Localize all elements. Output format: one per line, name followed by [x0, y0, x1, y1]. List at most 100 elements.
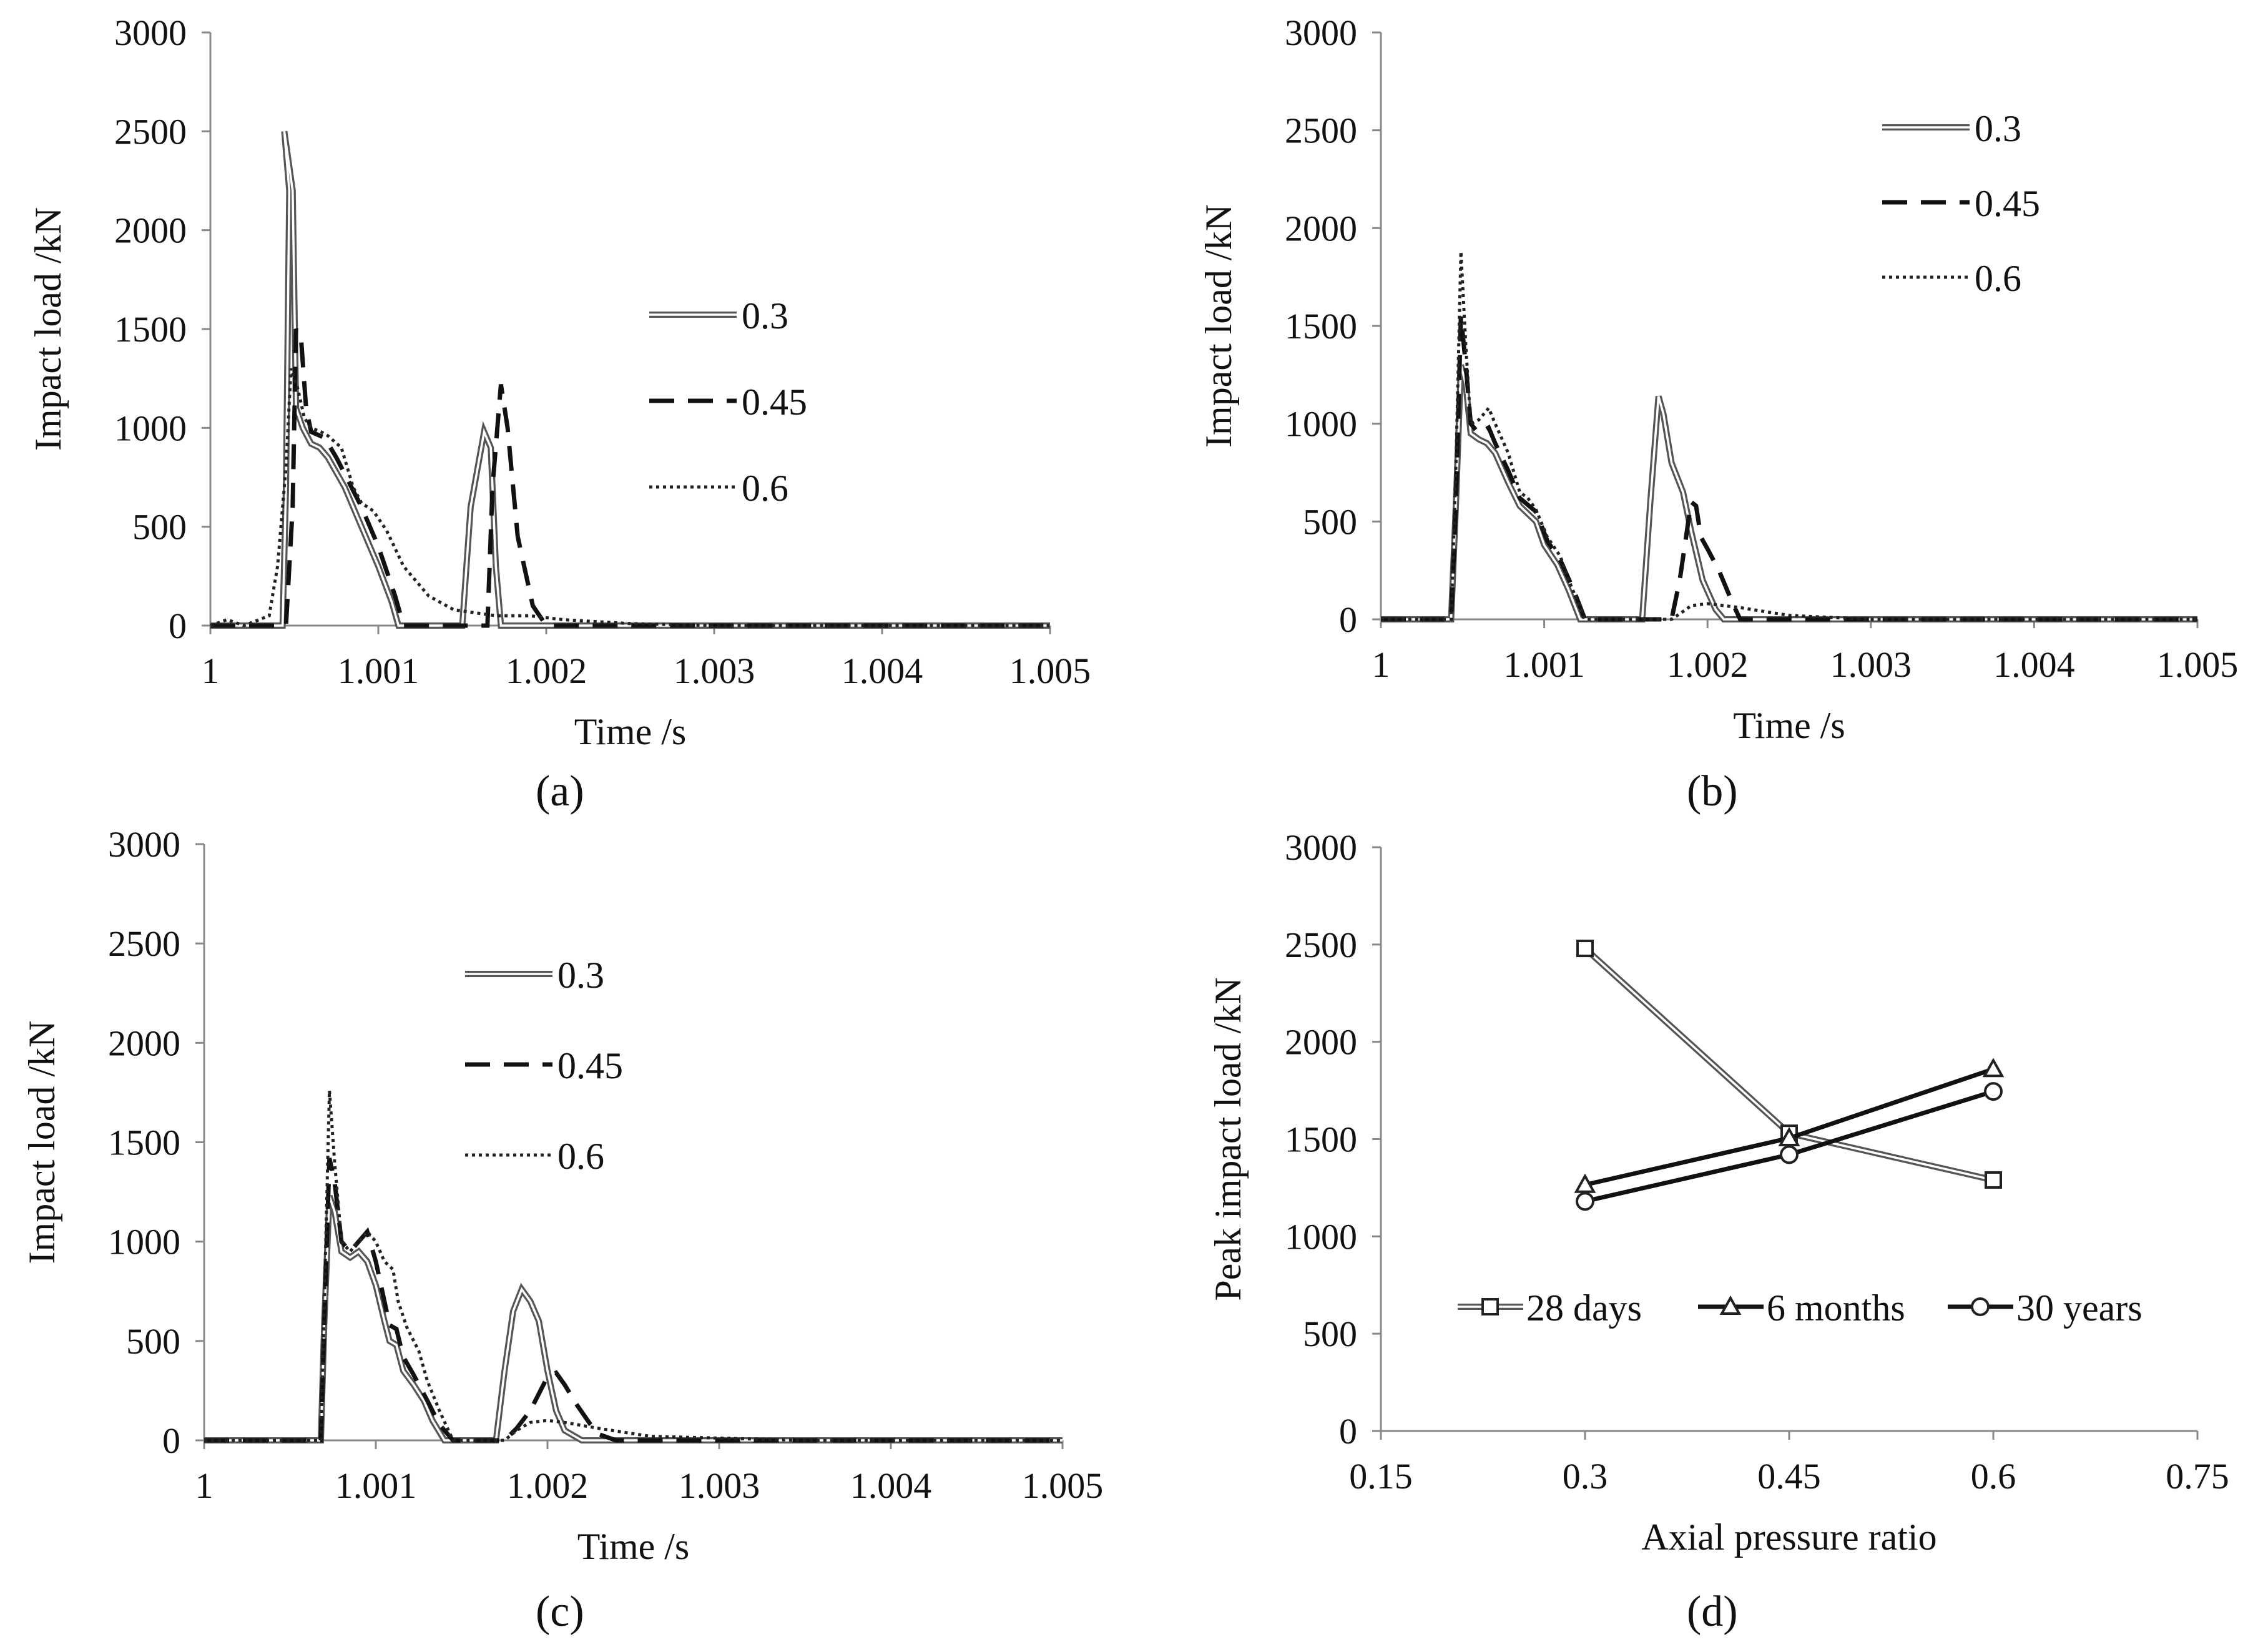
data-point-triangle	[1778, 1126, 1800, 1146]
legend-label: 0.3	[742, 295, 788, 337]
x-tick-label: 1	[195, 1465, 214, 1506]
y-tick-label: 500	[1303, 1314, 1357, 1354]
x-axis-label: Time /s	[577, 1526, 690, 1567]
legend-marker-triangle	[1719, 1295, 1742, 1315]
y-tick-label: 3000	[1285, 12, 1357, 53]
panel-label-c: (c)	[536, 1588, 584, 1636]
series-line-0.6	[210, 368, 1050, 627]
x-axis-label: Time /s	[574, 711, 687, 752]
x-tick-label: 1.004	[850, 1465, 932, 1506]
x-tick-label: 0.6	[1971, 1456, 2016, 1497]
x-tick-label: 1.001	[335, 1465, 417, 1506]
y-tick-label: 1000	[114, 408, 187, 448]
series-line-0.45	[204, 1158, 1063, 1443]
legend-label: 0.45	[742, 381, 807, 423]
data-point-triangle	[1982, 1058, 2005, 1078]
series-line-0.3-inner	[204, 1195, 1063, 1442]
x-tick-label: 1.005	[2157, 644, 2239, 685]
x-tick-label: 1.001	[338, 651, 420, 691]
data-point-triangle	[1574, 1173, 1596, 1193]
legend-label: 0.6	[1975, 258, 2021, 299]
x-tick-label: 1.002	[506, 651, 587, 691]
legend-label: 0.6	[557, 1136, 604, 1177]
y-tick-label: 500	[126, 1321, 180, 1362]
y-tick-label: 3000	[108, 824, 180, 865]
y-tick-label: 0	[162, 1420, 180, 1461]
panel-label-a: (a)	[536, 767, 584, 815]
chart-panel-a: 0 500 1000 1500 2000 2500 3000 1 1.001 1.002 1.003…	[27, 12, 1091, 752]
series-line-0.3	[1381, 364, 2197, 622]
data-point-circle	[1576, 1192, 1594, 1211]
x-tick-label: 1.004	[1993, 644, 2075, 685]
y-tick-label: 1500	[1285, 1119, 1357, 1160]
y-tick-label: 1000	[1285, 1216, 1357, 1257]
y-tick-label: 1000	[108, 1222, 180, 1262]
y-tick-label: 0	[1339, 1411, 1357, 1452]
legend-label: 0.45	[557, 1045, 623, 1086]
y-tick-label: 2000	[1285, 208, 1357, 248]
legend-label: 0.3	[1975, 108, 2021, 149]
data-point-circle	[1780, 1145, 1799, 1164]
y-tick-label: 2500	[1285, 925, 1357, 965]
series-line-0.45	[1381, 315, 2197, 622]
y-tick-label: 2500	[108, 923, 180, 964]
chart-panel-d: 0 500 1000 1500 2000 2500 3000 0.15 0.3 0.45 0.6 0.…	[1207, 827, 2229, 1558]
series-line-0.3	[210, 130, 1050, 629]
x-tick-label: 0.15	[1349, 1456, 1413, 1497]
series-line-0.3	[204, 1194, 1063, 1443]
panel-label-b: (b)	[1687, 767, 1738, 815]
x-tick-label: 1.003	[674, 651, 755, 691]
x-tick-label: 1	[202, 651, 220, 691]
series-line-0.6	[204, 1090, 1063, 1442]
y-axis-label: Impact load /kN	[27, 207, 69, 451]
y-tick-label: 2500	[1285, 111, 1357, 151]
y-tick-label: 1500	[114, 309, 187, 350]
y-tick-label: 500	[132, 507, 187, 548]
x-tick-label: 1.005	[1009, 651, 1091, 691]
y-tick-label: 1500	[108, 1123, 180, 1163]
x-tick-label: 1.003	[1830, 644, 1912, 685]
series-line-0.6	[1381, 251, 2197, 621]
x-tick-label: 0.3	[1563, 1456, 1608, 1497]
y-tick-label: 0	[169, 606, 187, 646]
x-axis-label: Axial pressure ratio	[1641, 1517, 1936, 1558]
y-tick-label: 2000	[114, 210, 187, 251]
x-tick-label: 0.45	[1757, 1456, 1821, 1497]
x-axis-label: Time /s	[1733, 705, 1845, 746]
y-tick-label: 2500	[114, 111, 187, 152]
legend-label: 0.45	[1975, 183, 2040, 224]
x-tick-label: 1.002	[1667, 644, 1749, 685]
legend-label: 30 years	[2016, 1287, 2143, 1329]
chart-panel-c: 0 500 1000 1500 2000 2500 3000 1 1.001 1.002 1.003…	[21, 824, 1103, 1567]
y-tick-label: 2000	[108, 1023, 180, 1063]
y-tick-label: 3000	[114, 12, 187, 53]
panel-label-d: (d)	[1687, 1588, 1738, 1636]
legend-marker-circle	[1971, 1297, 1990, 1316]
y-tick-label: 3000	[1285, 827, 1357, 868]
x-tick-label: 1	[1372, 644, 1390, 685]
series-line-0.3-inner	[210, 131, 1050, 627]
y-tick-label: 0	[1339, 599, 1357, 640]
legend-marker-square	[1481, 1298, 1499, 1315]
x-tick-label: 0.75	[2166, 1456, 2229, 1497]
x-tick-label: 1.005	[1022, 1465, 1104, 1506]
legend-label: 0.3	[557, 955, 604, 996]
data-point-circle	[1984, 1082, 2003, 1101]
series-line-0.3-inner	[1381, 365, 2197, 621]
y-axis-label: Impact load /kN	[21, 1021, 62, 1264]
legend-label: 0.6	[742, 468, 788, 509]
series-line-0.45	[210, 328, 1050, 628]
y-tick-label: 2000	[1285, 1022, 1357, 1063]
y-tick-label: 500	[1303, 501, 1357, 542]
x-tick-label: 1.003	[679, 1465, 760, 1506]
y-tick-label: 1000	[1285, 404, 1357, 445]
y-axis-label: Impact load /kN	[1198, 204, 1239, 448]
legend-label: 28 days	[1526, 1287, 1642, 1329]
x-tick-label: 1.002	[507, 1465, 589, 1506]
legend-label: 6 months	[1767, 1287, 1905, 1329]
data-point-square	[1576, 940, 1594, 958]
data-point-square	[1985, 1171, 2002, 1189]
chart-panel-b: 0 500 1000 1500 2000 2500 3000 1 1.001 1.002 1.003…	[1198, 12, 2238, 746]
y-tick-label: 1500	[1285, 306, 1357, 347]
